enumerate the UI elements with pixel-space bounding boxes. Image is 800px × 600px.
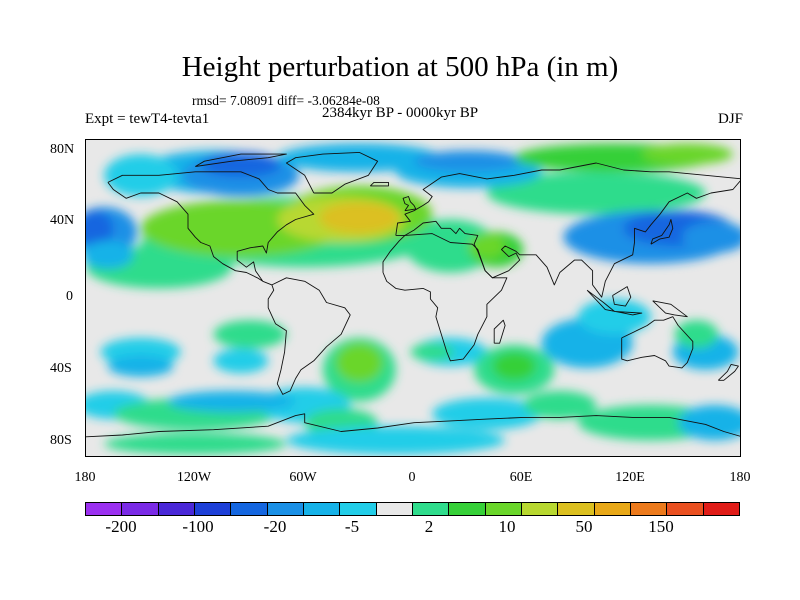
- map-title: Height perturbation at 500 hPa (in m): [181, 51, 619, 83]
- lat-label-80n: 80N: [50, 142, 75, 157]
- map-frame: [85, 139, 741, 457]
- field-contour: [200, 152, 281, 178]
- field-contour: [335, 343, 384, 383]
- colorbar-box: [667, 503, 704, 515]
- colorbar-box: [558, 503, 595, 515]
- coastline-borneo: [612, 286, 632, 307]
- lon-label-60w: 60W: [289, 470, 317, 485]
- lat-label-eq: 0: [66, 289, 73, 304]
- coastline-uk: [402, 196, 417, 212]
- colorbar-label: 2: [424, 517, 434, 536]
- colorbar-label: 150: [648, 517, 674, 536]
- lon-label-120e: 120E: [615, 470, 645, 485]
- colorbar-label: -5: [344, 517, 360, 536]
- field-contour: [410, 343, 455, 361]
- colorbar-box: [340, 503, 377, 515]
- colorbar-box: [594, 503, 631, 515]
- colorbar-box: [158, 503, 195, 515]
- colorbar-box: [303, 503, 341, 515]
- colorbar: [85, 502, 740, 516]
- coastline-japan: [650, 219, 674, 245]
- stats-text: rmsd= 7.08091 diff= -3.06284e-08: [192, 93, 380, 108]
- colorbar-box: [449, 503, 486, 515]
- colorbar-box: [703, 503, 739, 515]
- field-contour: [86, 240, 134, 269]
- field-contour: [277, 143, 442, 172]
- colorbar-box: [376, 503, 413, 515]
- coastline-australia: [621, 316, 694, 369]
- height-field: [86, 143, 740, 455]
- field-contour: [492, 352, 537, 381]
- coastline-north-america: [107, 171, 315, 286]
- coastline-south-america: [267, 277, 351, 395]
- lon-label-180w: 180: [74, 470, 96, 485]
- coastlines: [86, 151, 740, 438]
- field-contour: [213, 348, 269, 374]
- lon-label-0: 0: [408, 470, 416, 485]
- field-contour: [414, 150, 524, 172]
- colorbar-label: -100: [182, 517, 214, 536]
- field-contour: [213, 320, 287, 349]
- colorbar-box: [485, 503, 522, 515]
- map-canvas: [86, 140, 740, 456]
- lon-label-120w: 120W: [176, 470, 212, 485]
- field-contour: [286, 426, 506, 455]
- lat-label-40n: 40N: [50, 213, 75, 228]
- field-contour: [523, 390, 597, 420]
- period-label: 2384kyr BP - 0000kyr BP: [321, 105, 479, 121]
- colorbar-label: 10: [498, 517, 516, 536]
- colorbar-box: [521, 503, 559, 515]
- field-contour: [641, 143, 733, 165]
- colorbar-box: [122, 503, 159, 515]
- colorbar-label: -200: [105, 517, 137, 536]
- field-contour: [168, 390, 296, 413]
- colorbar-box: [412, 503, 450, 515]
- field-contour: [486, 171, 706, 215]
- colorbar-box: [630, 503, 668, 515]
- coastline-new-zealand: [717, 363, 739, 381]
- coastline-arctic-islands-na: [195, 153, 287, 167]
- coastline-eurasia-africa: [395, 162, 740, 298]
- coastline-new-guinea: [652, 300, 688, 318]
- field-contour: [432, 397, 542, 430]
- colorbar-box: [86, 503, 123, 515]
- field-contour: [86, 210, 114, 246]
- field-contour: [104, 433, 287, 455]
- season-label: DJF: [717, 111, 743, 127]
- coastline-iceland: [369, 181, 389, 187]
- colorbar-label: 50: [575, 517, 593, 536]
- field-contour: [578, 299, 651, 335]
- field-contour: [107, 355, 174, 377]
- experiment-label: Expt = tewT4-tevta1: [85, 111, 210, 127]
- coastline-antarctica: [86, 413, 740, 438]
- coastline-indonesia: [586, 289, 643, 316]
- field-contour: [681, 221, 740, 254]
- colorbar-box: [267, 503, 304, 515]
- lat-label-80s: 80S: [50, 433, 72, 448]
- colorbar-box: [194, 503, 232, 515]
- field-contour: [319, 201, 400, 234]
- lon-label-180e: 180: [729, 470, 751, 485]
- field-contour: [674, 320, 719, 349]
- coastline-africa: [382, 233, 508, 362]
- coastline-greenland: [285, 151, 379, 194]
- lat-label-40s: 40S: [50, 361, 72, 376]
- lon-label-60e: 60E: [509, 470, 533, 485]
- colorbar-label: -20: [263, 517, 287, 536]
- colorbar-box: [231, 503, 268, 515]
- coastline-madagascar: [493, 319, 506, 344]
